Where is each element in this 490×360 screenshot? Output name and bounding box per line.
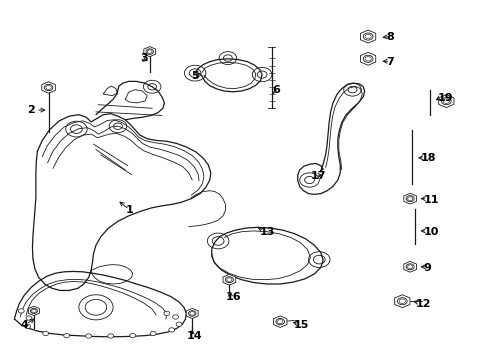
Text: 12: 12: [416, 299, 432, 309]
Polygon shape: [28, 306, 39, 316]
Text: 13: 13: [260, 227, 275, 237]
Text: 11: 11: [423, 195, 439, 205]
Text: 9: 9: [423, 263, 431, 273]
Text: 14: 14: [186, 331, 202, 341]
Circle shape: [64, 333, 70, 338]
Circle shape: [86, 334, 92, 338]
Polygon shape: [144, 46, 156, 57]
Text: 17: 17: [311, 171, 326, 181]
Circle shape: [26, 316, 32, 320]
Text: 16: 16: [225, 292, 241, 302]
Circle shape: [169, 328, 174, 332]
Text: 3: 3: [140, 53, 147, 63]
Polygon shape: [361, 30, 376, 43]
Text: 15: 15: [294, 320, 309, 330]
Polygon shape: [395, 295, 410, 308]
Circle shape: [164, 311, 170, 316]
Text: 6: 6: [272, 85, 280, 95]
Polygon shape: [186, 309, 198, 319]
Polygon shape: [404, 261, 416, 272]
Text: 5: 5: [191, 71, 199, 81]
Text: 8: 8: [387, 32, 394, 41]
Polygon shape: [42, 82, 55, 93]
Circle shape: [43, 331, 49, 336]
Circle shape: [130, 333, 136, 338]
Text: 7: 7: [387, 57, 394, 67]
Polygon shape: [439, 95, 454, 108]
Polygon shape: [361, 52, 376, 65]
Circle shape: [150, 331, 156, 336]
Text: 18: 18: [421, 153, 437, 163]
Text: 4: 4: [20, 320, 28, 330]
Circle shape: [18, 309, 24, 313]
Circle shape: [176, 322, 182, 326]
Circle shape: [172, 315, 178, 319]
Polygon shape: [273, 316, 287, 327]
Polygon shape: [223, 274, 236, 285]
Text: 10: 10: [423, 227, 439, 237]
Circle shape: [24, 324, 30, 328]
Text: 1: 1: [125, 206, 133, 216]
Circle shape: [108, 334, 114, 338]
Polygon shape: [404, 193, 416, 204]
Text: 19: 19: [438, 93, 454, 103]
Text: 2: 2: [27, 105, 35, 115]
